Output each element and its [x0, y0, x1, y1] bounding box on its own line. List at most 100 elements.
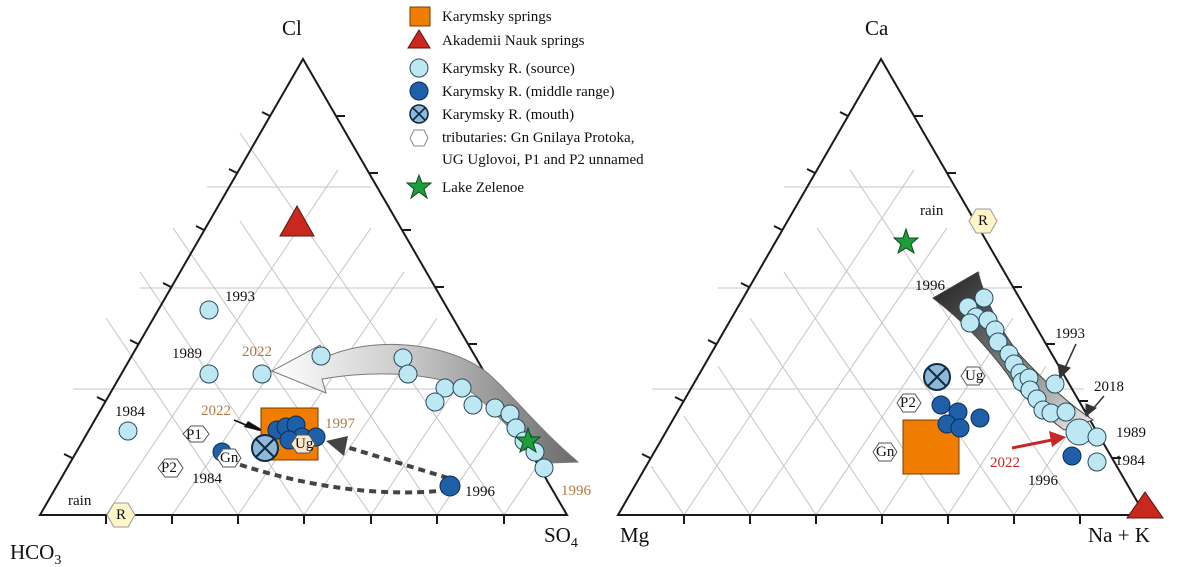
annot-2022-bottom: 2022 — [201, 403, 231, 419]
anion-ternary: Cl HCO3 SO4 — [10, 16, 592, 567]
pointer-2022-right-head — [1049, 431, 1066, 447]
cation-annot-1996-bottom: 1996 — [1028, 473, 1059, 489]
legend-marker-tributaries — [409, 129, 429, 147]
cation-annot-1993: 1993 — [1055, 326, 1085, 342]
annot-1993: 1993 — [225, 289, 255, 305]
cation-tributary-label-gn: Gn — [876, 444, 895, 460]
lake-zelenoe-marker — [514, 426, 542, 454]
annot-1984-bottom: 1984 — [192, 471, 223, 487]
river-mouth-marker — [251, 434, 279, 462]
cation-annot-2022: 2022 — [990, 455, 1020, 471]
vertex-label-cl: Cl — [282, 16, 302, 40]
chart-point — [950, 418, 970, 438]
tributary-ug — [290, 434, 316, 454]
legend-label-source: Karymsky R. (source) — [442, 61, 575, 77]
cation-mouth-marker — [923, 363, 951, 391]
annot-1989: 1989 — [172, 346, 202, 362]
chart-point — [1087, 452, 1107, 472]
cation-annot-2018: 2018 — [1094, 379, 1124, 395]
cation-source-markers — [958, 288, 1107, 472]
chart-point — [439, 475, 461, 497]
legend-marker-source — [409, 58, 429, 78]
dashed-arrowhead — [326, 436, 348, 456]
tributary-label-p2: P2 — [161, 460, 177, 476]
tributary-label-ug: Ug — [295, 436, 314, 452]
legend-marker-lake — [405, 173, 433, 200]
chart-point — [199, 300, 219, 320]
pointer-2022-left-line — [233, 419, 259, 431]
legend-label-akademii: Akademii Nauk springs — [442, 33, 585, 49]
cation-rain-hex-label: R — [978, 213, 988, 229]
cation-pointers — [1057, 343, 1105, 418]
chart-point — [534, 458, 554, 478]
pointer-2022-right-line — [1011, 438, 1053, 450]
cation-tributary-ug — [960, 366, 986, 386]
anion-dashed-paths — [225, 443, 449, 495]
cation-tributary-p2 — [896, 393, 922, 413]
legend-label-lake: Lake Zelenoe — [442, 180, 524, 196]
annot-2022-top: 2022 — [242, 344, 272, 360]
annot-1984-left: 1984 — [115, 404, 146, 420]
chart-point — [393, 348, 413, 368]
chart-point — [311, 346, 331, 366]
legend-marker-akademii — [407, 29, 431, 49]
chart-point — [1065, 418, 1093, 446]
legend-label-tributaries: tributaries: Gn Gnilaya Protoka, — [442, 130, 634, 146]
tributary-p2 — [157, 458, 184, 478]
legend-label-mouth: Karymsky R. (mouth) — [442, 107, 574, 123]
chart-point — [970, 408, 990, 428]
cation-ticks — [641, 111, 1121, 524]
tributary-gn — [216, 448, 242, 468]
tributary-label-p1: P1 — [186, 427, 202, 443]
anion-ticks — [63, 111, 543, 524]
legend-marker-middle — [409, 81, 429, 101]
chart-point — [988, 332, 1008, 352]
vertex-label-so4: SO4 — [544, 523, 578, 551]
cation-middle-markers — [931, 395, 1082, 466]
cation-rain-hexagon — [968, 208, 998, 234]
akademii-nauk-marker-right — [1126, 491, 1164, 519]
chart-point — [463, 395, 483, 415]
cation-tributary-label-p2: P2 — [900, 395, 916, 411]
tributary-p1 — [182, 425, 210, 443]
vertex-label-nak: Na + K — [1088, 523, 1150, 547]
cation-lake-marker — [892, 227, 920, 255]
annot-1996-left: 1996 — [465, 484, 496, 500]
cation-tributary-label-ug: Ug — [965, 368, 984, 384]
chart-point — [425, 392, 445, 412]
legend: Karymsky springs Akademii Nauk springs K… — [405, 6, 644, 200]
vertex-label-ca: Ca — [865, 16, 889, 40]
annot-rain: rain — [68, 493, 92, 509]
chart-point — [1062, 446, 1082, 466]
tributary-label-gn: Gn — [220, 450, 239, 466]
vertex-label-hco3: HCO3 — [10, 540, 61, 567]
legend-label-tributaries-2: UG Uglovoi, P1 and P2 unnamed — [442, 152, 644, 168]
chart-point — [252, 364, 272, 384]
legend-label-springs: Karymsky springs — [442, 9, 552, 25]
cation-annot-rain: rain — [920, 203, 944, 219]
chart-point — [974, 288, 994, 308]
chart-point — [398, 364, 418, 384]
legend-marker-mouth — [409, 104, 429, 124]
chart-point — [452, 378, 472, 398]
rain-hexagon — [106, 502, 136, 528]
legend-label-middle: Karymsky R. (middle range) — [442, 84, 614, 100]
cation-annot-1989: 1989 — [1116, 425, 1146, 441]
cation-tributary-gn — [872, 442, 898, 462]
tributary-hexagons — [106, 425, 316, 528]
chart-point — [960, 313, 980, 333]
vertex-label-mg: Mg — [620, 523, 650, 547]
rain-hex-label: R — [116, 507, 126, 523]
chart-point — [118, 421, 138, 441]
legend-marker-springs — [409, 6, 431, 27]
annot-1997: 1997 — [325, 416, 356, 432]
chart-point — [199, 364, 219, 384]
chart-point — [1045, 374, 1065, 394]
chart-point — [931, 395, 951, 415]
cation-annot-1984: 1984 — [1115, 453, 1146, 469]
cation-annot-1996-top: 1996 — [915, 278, 946, 294]
akademii-nauk-marker — [279, 204, 315, 237]
cation-ternary: Ca Mg Na + K — [616, 16, 1164, 547]
cation-tributary-hexagons — [872, 208, 998, 462]
